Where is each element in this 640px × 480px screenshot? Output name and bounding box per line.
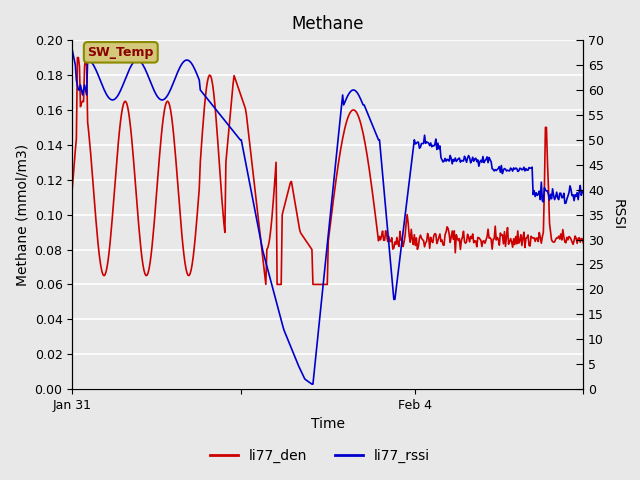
- Y-axis label: RSSI: RSSI: [611, 199, 625, 230]
- X-axis label: Time: Time: [311, 418, 345, 432]
- Legend: li77_den, li77_rssi: li77_den, li77_rssi: [204, 443, 436, 468]
- Y-axis label: Methane (mmol/m3): Methane (mmol/m3): [15, 144, 29, 286]
- Text: SW_Temp: SW_Temp: [88, 46, 154, 59]
- Title: Methane: Methane: [292, 15, 364, 33]
